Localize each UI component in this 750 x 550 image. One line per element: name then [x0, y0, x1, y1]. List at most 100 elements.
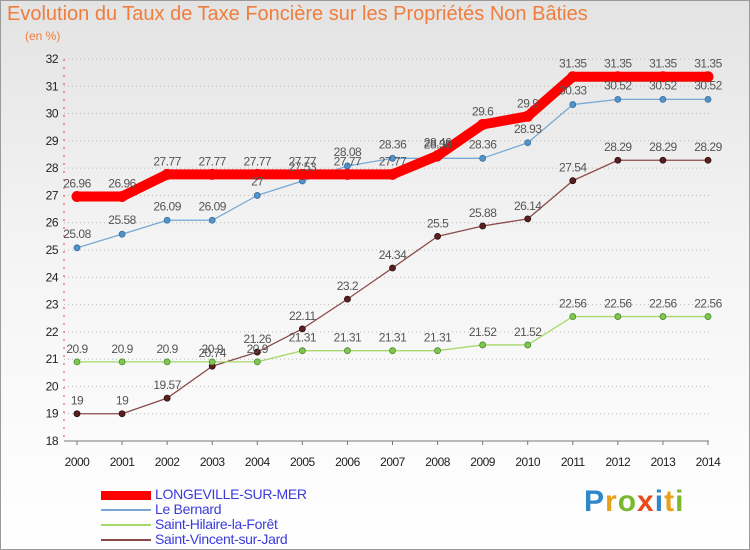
data-label: 26.09: [198, 199, 226, 213]
y-tick-label: 31: [46, 79, 59, 93]
data-label: 20.9: [247, 342, 269, 356]
data-point: [253, 348, 261, 356]
x-tick-label: 2014: [696, 455, 722, 469]
legend-label: Saint-Hilaire-la-Forêt: [155, 516, 278, 532]
data-point: [344, 347, 351, 355]
data-point: [432, 150, 444, 162]
data-point: [251, 168, 263, 180]
data-point: [479, 341, 487, 349]
data-point: [163, 216, 171, 224]
data-label: 28.36: [424, 137, 452, 151]
data-label: 27: [251, 174, 264, 188]
y-tick-label: 21: [46, 352, 59, 366]
logo-letter: x: [637, 485, 655, 518]
data-label: 19.57: [153, 378, 181, 392]
data-label: 20.9: [66, 342, 88, 356]
data-point: [524, 215, 532, 223]
x-tick-label: 2007: [380, 455, 406, 469]
data-point: [569, 177, 577, 185]
data-label: 28.29: [649, 140, 677, 154]
data-label: 20.9: [111, 342, 133, 356]
data-point: [524, 341, 532, 349]
data-label: 21.31: [334, 331, 362, 345]
data-point: [298, 347, 306, 355]
data-point: [208, 358, 216, 366]
data-point: [569, 313, 577, 320]
data-point: [434, 347, 441, 355]
x-tick-label: 2002: [155, 455, 181, 469]
data-label: 25.58: [108, 213, 136, 227]
y-tick-label: 32: [46, 52, 59, 66]
data-point: [522, 110, 534, 122]
legend-swatch: [101, 490, 151, 500]
logo-letter: P: [584, 485, 606, 518]
data-label: 21.52: [514, 325, 542, 339]
data-label: 20.74: [198, 346, 226, 360]
data-label: 22.56: [559, 297, 587, 311]
y-tick-label: 24: [46, 270, 59, 284]
logo-letter: i: [675, 485, 685, 518]
axes: 18 19 20 21 22 23 24 25 26 27 28 29 30 31 32 2000 2001 20…: [46, 52, 722, 469]
x-tick-label: 2000: [65, 455, 91, 469]
x-tick-label: 2004: [245, 455, 271, 469]
data-label: 26.09: [153, 199, 181, 213]
data-point: [702, 71, 714, 83]
y-tick-label: 25: [46, 243, 59, 257]
data-point: [344, 295, 351, 303]
data-point: [73, 358, 81, 366]
y-tick-label: 22: [46, 325, 59, 339]
data-point: [659, 313, 667, 320]
data-point: [73, 410, 81, 418]
data-label: 21.52: [469, 325, 497, 339]
data-point: [208, 216, 216, 224]
data-label: 27.77: [334, 154, 362, 168]
data-label: 28.46: [424, 136, 452, 150]
y-tick-label: 28: [46, 161, 59, 175]
chart-title: Evolution du Taux de Taxe Foncière sur l…: [7, 3, 588, 25]
x-tick-label: 2012: [606, 455, 632, 469]
data-label: 30.52: [604, 78, 632, 92]
data-label: 31.35: [604, 57, 632, 71]
data-point: [253, 192, 261, 199]
x-tick-label: 2013: [651, 455, 677, 469]
data-point: [614, 95, 622, 103]
y-tick-label: 27: [46, 188, 59, 202]
data-point: [704, 95, 712, 103]
data-point: [116, 191, 128, 203]
data-label: 30.52: [649, 78, 677, 92]
data-point: [118, 230, 126, 238]
data-label: 31.35: [559, 57, 587, 71]
logo-letter: t: [664, 485, 676, 518]
data-point: [569, 101, 577, 108]
proxiti-logo: Proxiti: [584, 485, 684, 519]
data-point: [434, 232, 441, 240]
data-point: [479, 222, 487, 230]
data-point: [524, 139, 532, 147]
x-tick-label: 2003: [200, 455, 226, 469]
series-line: [77, 159, 708, 415]
data-label: 28.29: [694, 140, 722, 154]
x-tick-label: 2001: [110, 455, 136, 469]
y-tick-label: 18: [46, 434, 59, 448]
x-tick-label: 2010: [515, 455, 541, 469]
data-label: 27.53: [289, 160, 317, 174]
data-label: 21.31: [424, 331, 452, 345]
data-label: 21.26: [244, 332, 272, 346]
data-point: [477, 118, 489, 130]
data-label: 25.08: [63, 227, 91, 241]
chart-unit: (en %): [25, 29, 61, 43]
logo-letter: r: [605, 485, 618, 518]
data-label: 29.9: [517, 96, 539, 110]
data-label: 30.52: [694, 78, 722, 92]
data-point: [659, 156, 667, 164]
data-label: 27.77: [379, 154, 407, 168]
data-point: [659, 95, 667, 103]
y-tick-label: 30: [46, 107, 59, 121]
data-point: [163, 394, 171, 402]
data-point: [479, 154, 487, 162]
legend-label: Saint-Vincent-sur-Jard: [155, 531, 288, 547]
data-point: [567, 71, 579, 83]
logo-letter: i: [654, 485, 665, 518]
data-label: 28.36: [379, 137, 407, 151]
